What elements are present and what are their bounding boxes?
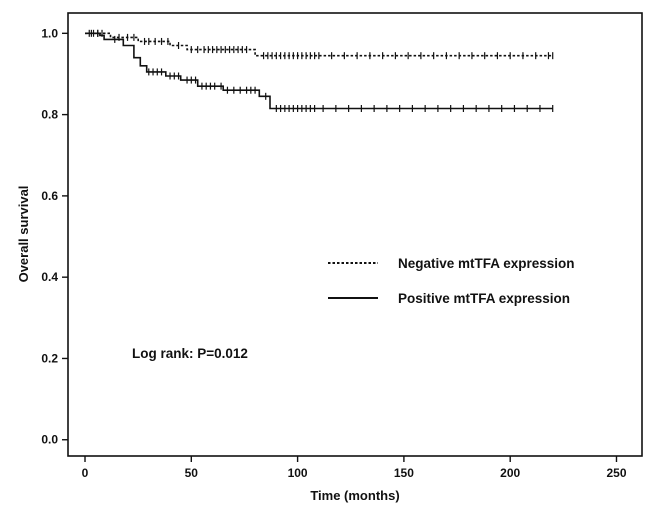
x-tick-label: 250 [606, 466, 626, 480]
legend-label-negative: Negative mtTFA expression [398, 256, 575, 271]
survival-curve-positive [85, 32, 553, 110]
legend-label-positive: Positive mtTFA expression [398, 291, 570, 306]
plot-frame [67, 12, 643, 457]
y-tick-label: 0.4 [41, 270, 58, 284]
y-axis-ticks: 0.0 0.2 0.4 0.6 0.8 1.0 [41, 26, 68, 447]
x-tick-label: 50 [185, 466, 199, 480]
log-rank-annotation: Log rank: P=0.012 [132, 346, 248, 361]
survival-curves [85, 29, 554, 113]
y-tick-label: 0.2 [41, 351, 58, 365]
y-tick-label: 0.0 [41, 433, 58, 447]
y-tick-label: 0.8 [41, 108, 58, 122]
x-axis-ticks: 0 50 100 150 200 250 [82, 456, 627, 480]
survival-curve-negative [85, 32, 553, 57]
y-tick-label: 1.0 [41, 26, 58, 40]
x-axis-title: Time (months) [310, 488, 399, 503]
x-tick-label: 150 [394, 466, 414, 480]
x-tick-label: 0 [82, 466, 89, 480]
y-axis-title: Overall survival [16, 186, 31, 283]
x-tick-label: 100 [288, 466, 308, 480]
legend: Negative mtTFA expression Positive mtTFA… [328, 256, 575, 306]
x-tick-label: 200 [500, 466, 520, 480]
y-tick-label: 0.6 [41, 189, 58, 203]
